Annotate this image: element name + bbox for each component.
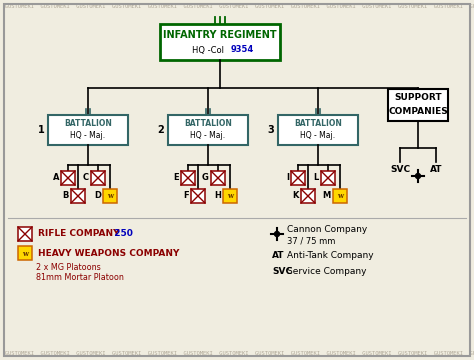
Text: 3: 3 (268, 125, 274, 135)
Text: 9354: 9354 (230, 45, 254, 54)
Circle shape (416, 174, 420, 179)
Text: GUSTOMEKI  GUSTOMEKI  GUSTOMEKI  GUSTOMEKI  GUSTOMEKI  GUSTOMEKI  GUSTOMEKI  GUS: GUSTOMEKI GUSTOMEKI GUSTOMEKI GUSTOMEKI … (0, 351, 474, 356)
Circle shape (274, 231, 280, 237)
Text: GUSTOMEKI  GUSTOMEKI  GUSTOMEKI  GUSTOMEKI  GUSTOMEKI  GUSTOMEKI  GUSTOMEKI  GUS: GUSTOMEKI GUSTOMEKI GUSTOMEKI GUSTOMEKI … (0, 4, 474, 9)
Text: AT: AT (272, 251, 284, 260)
Bar (211, 171, 225, 185)
Text: D: D (94, 192, 101, 201)
Bar (321, 171, 335, 185)
Text: BATTALION: BATTALION (64, 118, 112, 127)
Text: 37 / 75 mm: 37 / 75 mm (287, 237, 336, 246)
Text: HQ -Col: HQ -Col (192, 45, 224, 54)
Text: w: w (107, 193, 113, 201)
Bar (103, 189, 117, 203)
Text: F: F (183, 192, 189, 201)
Bar (18, 227, 32, 241)
Bar (91, 171, 105, 185)
Text: 2 x MG Platoons: 2 x MG Platoons (36, 264, 101, 273)
Bar (61, 171, 75, 185)
Text: COMPANIES: COMPANIES (388, 108, 448, 117)
Text: 81mm Mortar Platoon: 81mm Mortar Platoon (36, 274, 124, 283)
Text: B: B (63, 192, 69, 201)
Text: AT: AT (430, 166, 442, 175)
Text: H: H (214, 192, 221, 201)
Text: BATTALION: BATTALION (294, 118, 342, 127)
Text: 2: 2 (158, 125, 164, 135)
Text: I: I (286, 174, 289, 183)
Bar (223, 189, 237, 203)
Bar (18, 246, 32, 260)
Bar (291, 171, 305, 185)
Text: SUPPORT: SUPPORT (394, 94, 442, 103)
Text: Service Company: Service Company (287, 267, 366, 276)
Text: HQ - Maj.: HQ - Maj. (191, 131, 226, 140)
Text: E: E (173, 174, 179, 183)
Text: K: K (292, 192, 299, 201)
Text: HEAVY WEAPONS COMPANY: HEAVY WEAPONS COMPANY (38, 248, 179, 257)
Text: BATTALION: BATTALION (184, 118, 232, 127)
Text: A: A (53, 174, 59, 183)
Text: w: w (337, 193, 343, 201)
Bar (168, 115, 248, 145)
Bar (160, 24, 280, 60)
Bar (333, 189, 347, 203)
Text: SVC: SVC (390, 166, 410, 175)
Bar (301, 189, 315, 203)
Text: SVC: SVC (272, 267, 292, 276)
Bar (181, 171, 195, 185)
Bar (278, 115, 358, 145)
Text: RIFLE COMPANY: RIFLE COMPANY (38, 230, 119, 238)
Text: INFANTRY REGIMENT: INFANTRY REGIMENT (163, 30, 277, 40)
Bar (388, 89, 448, 121)
Text: 1: 1 (37, 125, 45, 135)
Text: HQ - Maj.: HQ - Maj. (301, 131, 336, 140)
Text: Anti-Tank Company: Anti-Tank Company (287, 251, 374, 260)
Text: M: M (323, 192, 331, 201)
Bar (191, 189, 205, 203)
Text: G: G (202, 174, 209, 183)
Text: L: L (314, 174, 319, 183)
Text: w: w (227, 193, 233, 201)
Text: w: w (22, 249, 28, 257)
Text: Cannon Company: Cannon Company (287, 225, 367, 234)
Text: HQ - Maj.: HQ - Maj. (71, 131, 106, 140)
Text: 250: 250 (108, 230, 133, 238)
Bar (71, 189, 85, 203)
Text: C: C (83, 174, 89, 183)
Bar (48, 115, 128, 145)
